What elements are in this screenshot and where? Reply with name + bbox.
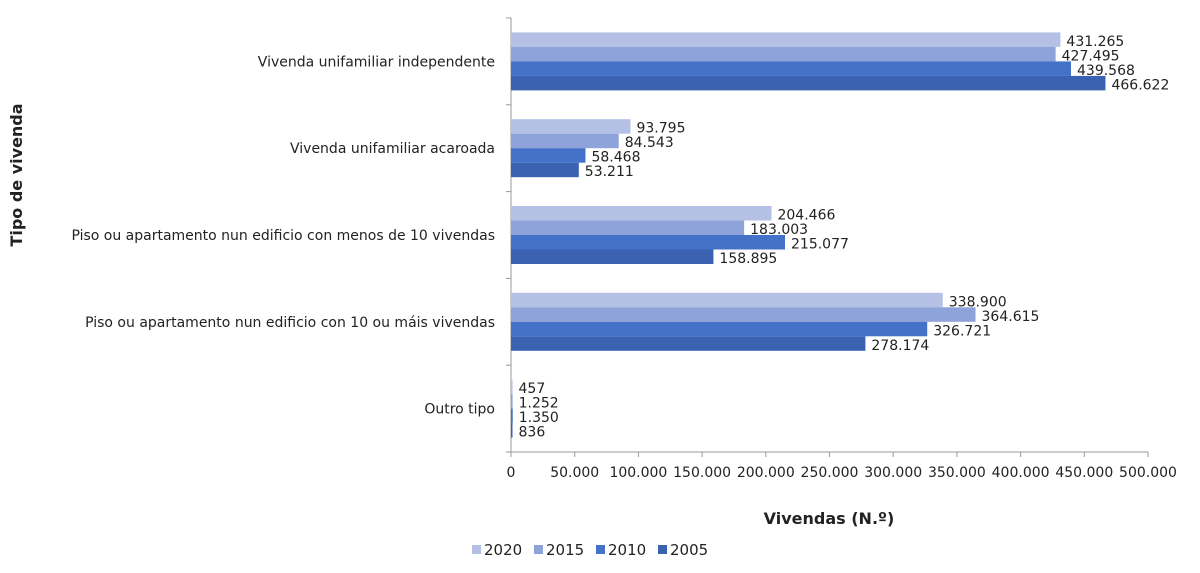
legend-swatch-2005: [658, 545, 667, 554]
bar-2005: [511, 336, 866, 351]
bar-2020: [511, 292, 943, 308]
x-tick-label: 100.000: [609, 465, 667, 481]
data-label: 466.622: [1111, 77, 1169, 93]
bar-2020: [511, 119, 631, 134]
data-label-bg: [514, 409, 564, 424]
bar-2005: [511, 162, 579, 178]
data-label-bg: [1057, 47, 1124, 62]
x-tick-label: 50.000: [550, 465, 599, 481]
data-label-bg: [977, 308, 1044, 322]
data-label: 457: [519, 381, 546, 397]
data-label: 326.721: [933, 323, 991, 339]
bar-2015: [511, 220, 745, 235]
data-label: 836: [519, 425, 546, 441]
data-label-bg: [514, 424, 547, 438]
data-label-bg: [929, 322, 996, 337]
bar-2015: [511, 46, 1056, 62]
legend: 2020 2015 2010 2005: [472, 541, 708, 559]
data-label: 93.795: [636, 121, 685, 137]
legend-swatch-2015: [534, 545, 543, 554]
x-axis-title: Vivendas (N.º): [764, 509, 895, 528]
data-label-bg: [1107, 76, 1174, 91]
data-label: 338.900: [949, 294, 1007, 310]
data-label-bg: [514, 380, 547, 395]
legend-label: 2015: [546, 541, 584, 559]
bar-2005: [511, 75, 1106, 91]
data-label: 439.568: [1077, 63, 1135, 79]
bar-2005: [511, 423, 513, 438]
data-label-bg: [867, 337, 934, 351]
data-label: 58.468: [591, 150, 640, 166]
data-label-bg: [944, 293, 1011, 308]
data-label: 84.543: [625, 135, 674, 151]
bar-2015: [511, 394, 513, 409]
x-tick-label: 150.000: [673, 465, 731, 481]
data-label: 183.003: [750, 222, 808, 238]
x-tick-label: 400.000: [992, 465, 1050, 481]
data-label: 158.895: [719, 251, 777, 267]
data-label-bg: [787, 236, 854, 250]
bar-2020: [511, 32, 1061, 47]
data-label-bg: [580, 163, 639, 178]
data-label-bg: [587, 149, 646, 163]
y-tick-label: Vivenda unifamiliar independente: [258, 54, 495, 70]
bar-2020: [511, 379, 513, 395]
tick-labels: 0 50.000 100.000 150.000 200.000 250.000 300.0…: [71, 54, 1177, 481]
y-axis-title: Tipo de vivenda: [7, 103, 26, 246]
bar-2010: [511, 408, 513, 424]
bar-2005: [511, 249, 714, 264]
data-label-bg: [632, 120, 691, 134]
bar-2020: [511, 206, 772, 221]
data-label: 204.466: [777, 208, 835, 224]
y-tick-label: Piso ou apartamento nun edificio con 10 …: [85, 315, 495, 331]
data-label: 1.350: [519, 410, 559, 426]
data-label-bg: [514, 395, 564, 409]
data-label: 431.265: [1066, 34, 1124, 50]
data-label: 215.077: [791, 237, 849, 253]
y-tick-label: Outro tipo: [424, 402, 495, 418]
y-tick-label: Vivenda unifamiliar acaroada: [290, 141, 495, 157]
bar-2015: [511, 133, 619, 149]
x-tick-label: 450.000: [1055, 465, 1113, 481]
x-tick-label: 350.000: [928, 465, 986, 481]
data-label: 278.174: [871, 338, 929, 354]
legend-label: 2020: [484, 541, 522, 559]
legend-swatch-2020: [472, 545, 481, 554]
x-tick-label: 0: [507, 465, 516, 481]
bar-2010: [511, 321, 928, 337]
bar-2015: [511, 307, 976, 322]
data-label: 53.211: [585, 164, 634, 180]
data-label-bg: [620, 134, 679, 149]
legend-swatch-2010: [596, 545, 605, 554]
x-tick-label: 250.000: [801, 465, 859, 481]
bar-2010: [511, 61, 1072, 76]
bar-2010: [511, 235, 786, 250]
data-label-bg: [715, 250, 782, 264]
x-tick-label: 500.000: [1119, 465, 1177, 481]
data-label: 1.252: [519, 396, 559, 412]
y-tick-label: Piso ou apartamento nun edificio con men…: [71, 228, 495, 244]
data-label: 364.615: [982, 309, 1040, 325]
legend-label: 2005: [670, 541, 708, 559]
x-tick-label: 200.000: [737, 465, 795, 481]
legend-label: 2010: [608, 541, 646, 559]
data-label-bg: [1073, 62, 1140, 76]
data-label-bg: [773, 207, 840, 221]
data-label-bg: [746, 221, 813, 235]
bar-2010: [511, 148, 586, 163]
x-tick-label: 300.000: [864, 465, 922, 481]
data-label-bg: [1062, 33, 1129, 47]
data-label: 427.495: [1062, 48, 1120, 64]
